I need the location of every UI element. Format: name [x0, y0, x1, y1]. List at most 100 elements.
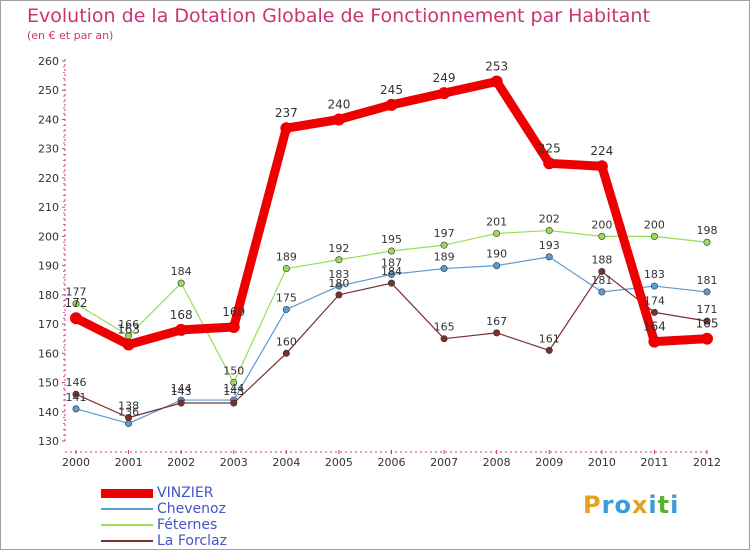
data-point-chevenoz — [703, 288, 711, 296]
x-tick-label: 2005 — [325, 456, 353, 469]
data-label-f-ternes: 166 — [118, 318, 139, 331]
data-label-f-ternes: 195 — [381, 233, 402, 246]
y-tick-label: 220 — [38, 172, 59, 185]
y-tick-label: 230 — [38, 143, 59, 156]
legend-label-chevenoz: Chevenoz — [157, 501, 226, 517]
data-label-vinzier: 169 — [222, 305, 245, 319]
data-label-la-forclaz: 184 — [381, 265, 402, 278]
data-label-la-forclaz: 138 — [118, 400, 139, 413]
data-point-la-forclaz — [125, 414, 133, 422]
data-point-vinzier — [543, 157, 556, 170]
data-label-chevenoz: 144 — [223, 382, 244, 395]
data-point-vinzier — [122, 338, 135, 351]
data-point-la-forclaz — [282, 349, 290, 357]
chart-subtitle: (en € et par an) — [27, 29, 114, 42]
data-label-chevenoz: 181 — [591, 274, 612, 287]
data-point-la-forclaz — [493, 329, 501, 337]
data-point-vinzier — [70, 312, 82, 325]
data-label-chevenoz: 189 — [434, 251, 455, 264]
data-label-la-forclaz: 171 — [697, 303, 718, 316]
data-label-f-ternes: 198 — [697, 224, 718, 237]
legend-label-vinzier: VINZIER — [157, 485, 214, 501]
data-point-chevenoz — [335, 282, 343, 290]
y-tick-label: 180 — [38, 289, 59, 302]
data-point-la-forclaz — [650, 308, 658, 316]
data-label-la-forclaz: 188 — [591, 253, 612, 266]
x-tick-label: 2004 — [272, 456, 300, 469]
logo-letter: t — [657, 491, 671, 519]
data-point-f-ternes — [440, 241, 448, 249]
y-tick-label: 200 — [38, 230, 59, 243]
data-label-chevenoz: 175 — [276, 291, 297, 304]
y-tick-label: 140 — [38, 406, 59, 419]
x-tick-label: 2002 — [167, 456, 195, 469]
x-tick-label: 2008 — [483, 456, 511, 469]
chart-title: Evolution de la Dotation Globale de Fonc… — [27, 5, 650, 27]
x-tick-label: 2006 — [378, 456, 406, 469]
data-label-vinzier: 163 — [117, 323, 140, 337]
data-label-vinzier: 168 — [170, 308, 193, 322]
data-point-f-ternes — [650, 232, 658, 240]
legend-label-la-forclaz: La Forclaz — [157, 533, 227, 549]
data-point-vinzier — [701, 332, 713, 345]
legend-swatch-la-forclaz — [101, 540, 153, 542]
data-point-vinzier — [332, 113, 345, 126]
data-label-vinzier: 245 — [380, 83, 403, 97]
legend-label-f-ternes: Féternes — [157, 517, 218, 533]
data-point-chevenoz — [282, 305, 290, 313]
x-tick-label: 2012 — [693, 456, 721, 469]
data-point-vinzier — [280, 122, 293, 135]
data-point-f-ternes — [703, 238, 711, 246]
x-tick-label: 2011 — [640, 456, 668, 469]
data-point-vinzier — [385, 98, 398, 111]
data-label-vinzier: 172 — [65, 296, 88, 310]
x-tick-label: 2001 — [115, 456, 143, 469]
data-point-la-forclaz — [598, 267, 606, 275]
data-label-f-ternes: 184 — [171, 265, 192, 278]
data-point-chevenoz — [125, 419, 133, 427]
data-point-chevenoz — [72, 405, 80, 413]
y-tick-label: 210 — [38, 201, 59, 214]
data-label-chevenoz: 190 — [486, 248, 507, 261]
axes: 130 140 150 160 170 180 190 200 210 220 230 240 250 2… — [38, 55, 721, 469]
data-point-f-ternes — [598, 232, 606, 240]
data-label-vinzier: 224 — [590, 144, 613, 158]
data-label-chevenoz: 136 — [118, 405, 139, 418]
data-label-chevenoz: 187 — [381, 256, 402, 269]
data-label-la-forclaz: 167 — [486, 315, 507, 328]
x-tick-label: 2000 — [62, 456, 90, 469]
data-label-chevenoz: 141 — [66, 391, 87, 404]
y-tick-label: 240 — [38, 113, 59, 126]
data-point-chevenoz — [387, 270, 395, 278]
logo-letter: i — [648, 491, 658, 519]
data-point-vinzier — [175, 323, 188, 336]
data-label-chevenoz: 183 — [644, 268, 665, 281]
data-label-f-ternes: 202 — [539, 213, 560, 226]
data-point-f-ternes — [387, 247, 395, 255]
y-tick-label: 130 — [38, 435, 59, 448]
data-point-la-forclaz — [703, 317, 711, 325]
data-label-f-ternes: 192 — [328, 242, 349, 255]
data-point-f-ternes — [177, 279, 185, 287]
data-point-la-forclaz — [230, 399, 238, 407]
data-point-f-ternes — [493, 229, 501, 237]
data-label-chevenoz: 193 — [539, 239, 560, 252]
legend-swatch-f-ternes — [101, 524, 153, 526]
data-point-chevenoz — [598, 288, 606, 296]
data-label-vinzier: 165 — [696, 317, 719, 331]
data-point-chevenoz — [493, 262, 501, 270]
data-point-la-forclaz — [177, 399, 185, 407]
data-point-f-ternes — [545, 227, 553, 235]
data-point-vinzier — [227, 321, 240, 333]
y-tick-label: 170 — [38, 318, 59, 331]
data-point-vinzier — [438, 87, 451, 100]
data-label-la-forclaz: 161 — [539, 332, 560, 345]
data-label-vinzier: 240 — [327, 97, 350, 111]
y-tick-label: 250 — [38, 84, 59, 97]
data-point-chevenoz — [650, 282, 658, 290]
data-labels-layer: 141 136 144 144 175 183 187 189 190 193 181 183 181 1… — [65, 59, 719, 418]
data-label-f-ternes: 200 — [644, 218, 665, 231]
y-tick-label: 190 — [38, 260, 59, 273]
